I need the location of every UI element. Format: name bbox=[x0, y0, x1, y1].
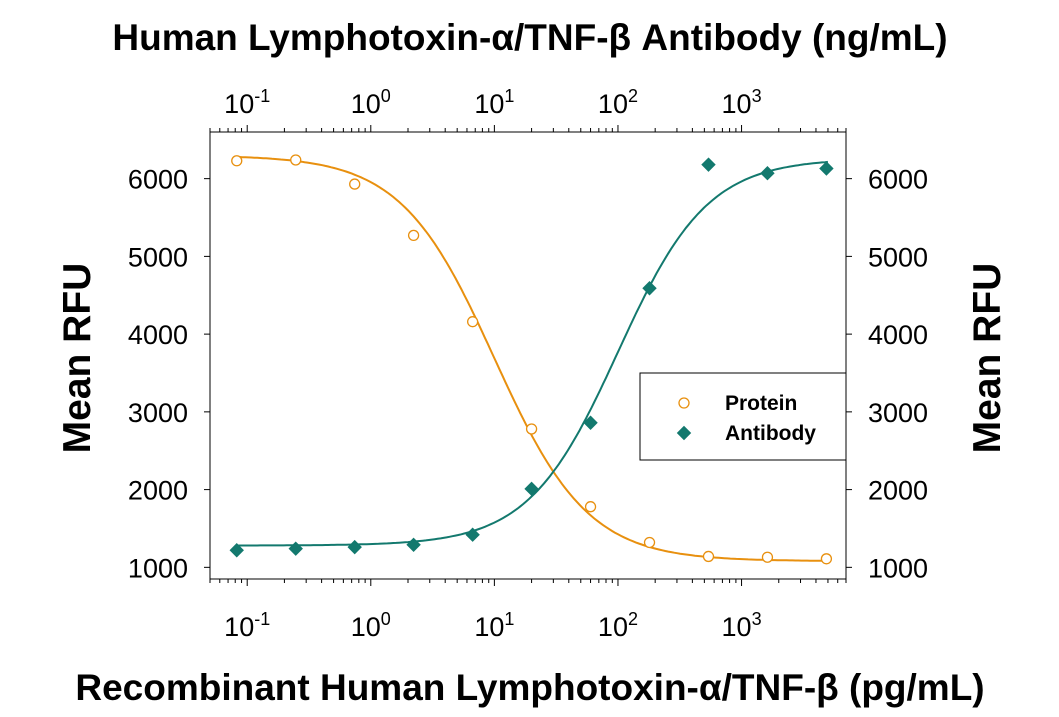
x-tick-label-bottom: 10-1 bbox=[224, 609, 270, 642]
data-point-protein bbox=[820, 553, 833, 565]
data-point-protein bbox=[407, 229, 420, 242]
legend-marker-antibody bbox=[676, 425, 692, 441]
y-axis-label-left: Mean RFU bbox=[56, 263, 99, 454]
y-tick-label-right: 5000 bbox=[868, 242, 928, 272]
y-tick-label-left: 3000 bbox=[128, 398, 188, 428]
legend: Protein Antibody bbox=[639, 372, 847, 461]
data-point-antibody bbox=[819, 161, 834, 176]
y-tick-label-right: 4000 bbox=[868, 320, 928, 350]
data-point-antibody bbox=[288, 541, 303, 556]
data-point-protein bbox=[231, 155, 243, 167]
data-point-antibody bbox=[229, 543, 244, 558]
plot-frame bbox=[209, 131, 847, 580]
y-tick-label-right: 6000 bbox=[868, 165, 928, 195]
x-tick-label-top: 102 bbox=[598, 86, 638, 119]
data-point-antibody bbox=[406, 537, 421, 553]
x-tick-label-top: 100 bbox=[351, 86, 391, 119]
data-point-protein bbox=[466, 316, 479, 328]
data-point-protein bbox=[702, 550, 715, 563]
chart-title: Human Lymphotoxin-α/TNF-β Antibody (ng/m… bbox=[112, 17, 947, 58]
x-tick-label-top: 103 bbox=[722, 86, 762, 119]
x-axis-label: Recombinant Human Lymphotoxin-α/TNF-β (p… bbox=[75, 667, 984, 708]
data-point-protein bbox=[290, 154, 302, 166]
x-tick-label-bottom: 102 bbox=[598, 609, 638, 642]
data-point-antibody bbox=[465, 527, 480, 542]
y-tick-label-right: 1000 bbox=[868, 553, 928, 583]
x-tick-label-top: 10-1 bbox=[224, 86, 270, 119]
data-point-protein bbox=[584, 501, 597, 513]
y-tick-label-left: 4000 bbox=[128, 320, 188, 350]
legend-label-antibody: Antibody bbox=[725, 422, 816, 445]
data-point-protein bbox=[643, 536, 656, 549]
data-point-protein bbox=[525, 423, 538, 435]
fit-curve-antibody bbox=[236, 160, 829, 547]
legend-label-protein: Protein bbox=[725, 392, 797, 415]
y-tick-label-right: 2000 bbox=[868, 476, 928, 506]
x-tick-label-top: 101 bbox=[474, 86, 514, 119]
legend-box bbox=[639, 372, 847, 461]
x-tick-label-bottom: 100 bbox=[351, 609, 391, 642]
x-tick-label-bottom: 101 bbox=[474, 609, 514, 642]
data-point-antibody bbox=[583, 415, 598, 430]
y-axis-label-right: Mean RFU bbox=[966, 263, 1009, 454]
data-point-antibody bbox=[642, 281, 657, 296]
x-tick-label-bottom: 103 bbox=[722, 609, 762, 642]
y-tick-label-left: 2000 bbox=[128, 476, 188, 506]
y-tick-label-left: 5000 bbox=[128, 242, 188, 272]
data-point-antibody bbox=[524, 481, 539, 497]
y-tick-label-left: 6000 bbox=[128, 165, 188, 195]
data-point-protein bbox=[349, 178, 361, 190]
data-point-protein bbox=[761, 551, 774, 563]
y-tick-label-left: 1000 bbox=[128, 553, 188, 583]
data-point-antibody bbox=[347, 539, 362, 555]
fit-curve-protein bbox=[236, 155, 828, 562]
data-point-antibody bbox=[760, 165, 775, 181]
y-tick-label-right: 3000 bbox=[868, 398, 928, 428]
data-point-antibody bbox=[701, 157, 716, 172]
legend-marker-protein bbox=[678, 397, 690, 409]
